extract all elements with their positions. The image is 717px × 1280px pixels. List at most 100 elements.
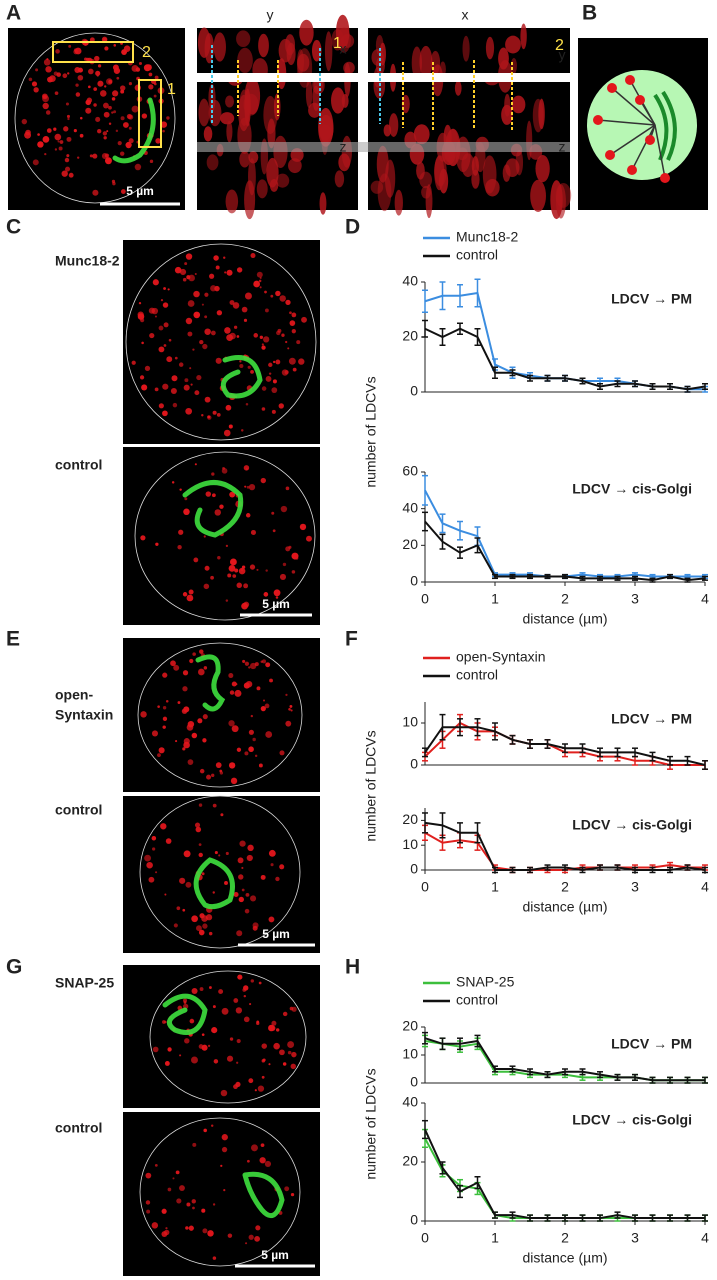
vesicle: [112, 90, 119, 97]
blur: [319, 192, 327, 215]
vesicle: [248, 483, 256, 491]
vesicle: [44, 153, 47, 156]
vesicle: [228, 762, 236, 769]
vesicle: [138, 61, 142, 66]
blur: [244, 180, 256, 220]
roi-label: 2: [555, 37, 564, 54]
x-tick-label: 0: [421, 591, 429, 607]
vesicle: [154, 315, 157, 318]
vesicle: [194, 463, 197, 466]
data-line: [424, 327, 706, 391]
vesicle: [220, 1164, 223, 1167]
golgi: [242, 1171, 285, 1219]
vesicle: [33, 87, 39, 93]
vesicle: [152, 847, 156, 851]
vesicle: [189, 367, 192, 370]
vesicle: [175, 1170, 180, 1175]
image-e1: [123, 638, 320, 792]
arrow: [631, 124, 656, 171]
vesicle: [194, 272, 197, 275]
vesicle: [212, 803, 217, 808]
vesicle: [104, 153, 110, 158]
vesicle: [77, 74, 84, 81]
vesicle: [182, 277, 187, 282]
vesicle: [290, 709, 293, 712]
x-tick-label: 1: [491, 879, 499, 895]
legend-label: Munc18-2: [456, 229, 518, 245]
blur: [213, 32, 226, 62]
vesicle: [246, 485, 250, 489]
vesicle: [121, 49, 127, 55]
axis-label: z: [340, 139, 347, 155]
vesicle: [183, 706, 190, 713]
vesicle: [231, 725, 239, 733]
vesicle: [255, 1225, 261, 1231]
vesicle: [161, 1208, 167, 1214]
vesicle: [244, 751, 249, 756]
vesicle: [258, 981, 262, 985]
legend-label: control: [456, 247, 498, 263]
vesicle: [247, 844, 254, 852]
panel-letter: B: [582, 2, 597, 25]
vesicle: [184, 497, 188, 501]
vesicle: [203, 535, 206, 538]
vesicle: [289, 311, 292, 315]
blur: [454, 80, 462, 96]
vesicle: [236, 1061, 239, 1064]
blur: [208, 99, 222, 127]
vesicle: [213, 255, 219, 261]
vesicle: [57, 140, 60, 143]
vesicle: [253, 333, 259, 338]
vesicle: [258, 763, 263, 768]
blur: [318, 114, 334, 143]
vesicle: [193, 311, 201, 319]
vesicle: [131, 105, 139, 113]
vesicle: [198, 803, 203, 807]
vesicle: [291, 329, 296, 334]
vesicle: [225, 599, 229, 602]
cell-outline: [137, 642, 303, 788]
vesicle: [176, 906, 181, 911]
vesicle: [75, 83, 79, 87]
vesicle: [285, 299, 291, 306]
vesicle: [236, 1038, 241, 1044]
vesicle: [77, 156, 80, 159]
vesicle: [152, 1046, 159, 1053]
vesicle: [97, 129, 102, 134]
vesicle: [43, 58, 51, 66]
vesicle: [145, 1200, 151, 1205]
blur: [550, 180, 563, 220]
vesicle: [64, 166, 71, 172]
vesicle: [208, 931, 213, 936]
vesicle: [179, 1185, 185, 1191]
vesicle: [199, 339, 204, 345]
vesicle: [103, 102, 109, 109]
vesicle: [211, 493, 216, 498]
vesicle: [120, 116, 125, 121]
vesicle: [207, 1044, 211, 1047]
vesicle: [148, 307, 155, 314]
vesicle: [281, 369, 289, 376]
vesicle: [198, 843, 202, 847]
vesicle: [236, 582, 243, 589]
vesicle: [204, 315, 208, 319]
blur: [220, 112, 235, 125]
vesicle: [182, 908, 186, 912]
data-line: [424, 489, 705, 578]
vesicle: [287, 347, 290, 350]
blur: [337, 27, 351, 53]
vesicle: [265, 376, 272, 382]
vesicle: [196, 925, 202, 932]
vesicle: [227, 1233, 233, 1238]
vesicle: [273, 1042, 280, 1050]
vesicle: [170, 660, 176, 667]
blur: [203, 126, 213, 142]
vesicle: [229, 332, 236, 340]
blur: [338, 153, 351, 172]
vesicle: [212, 1203, 216, 1206]
vesicle: [128, 126, 132, 130]
vesicle: [106, 130, 109, 133]
vesicle: [163, 322, 169, 328]
legend-label: SNAP-25: [456, 974, 515, 990]
vesicle: [24, 131, 32, 139]
